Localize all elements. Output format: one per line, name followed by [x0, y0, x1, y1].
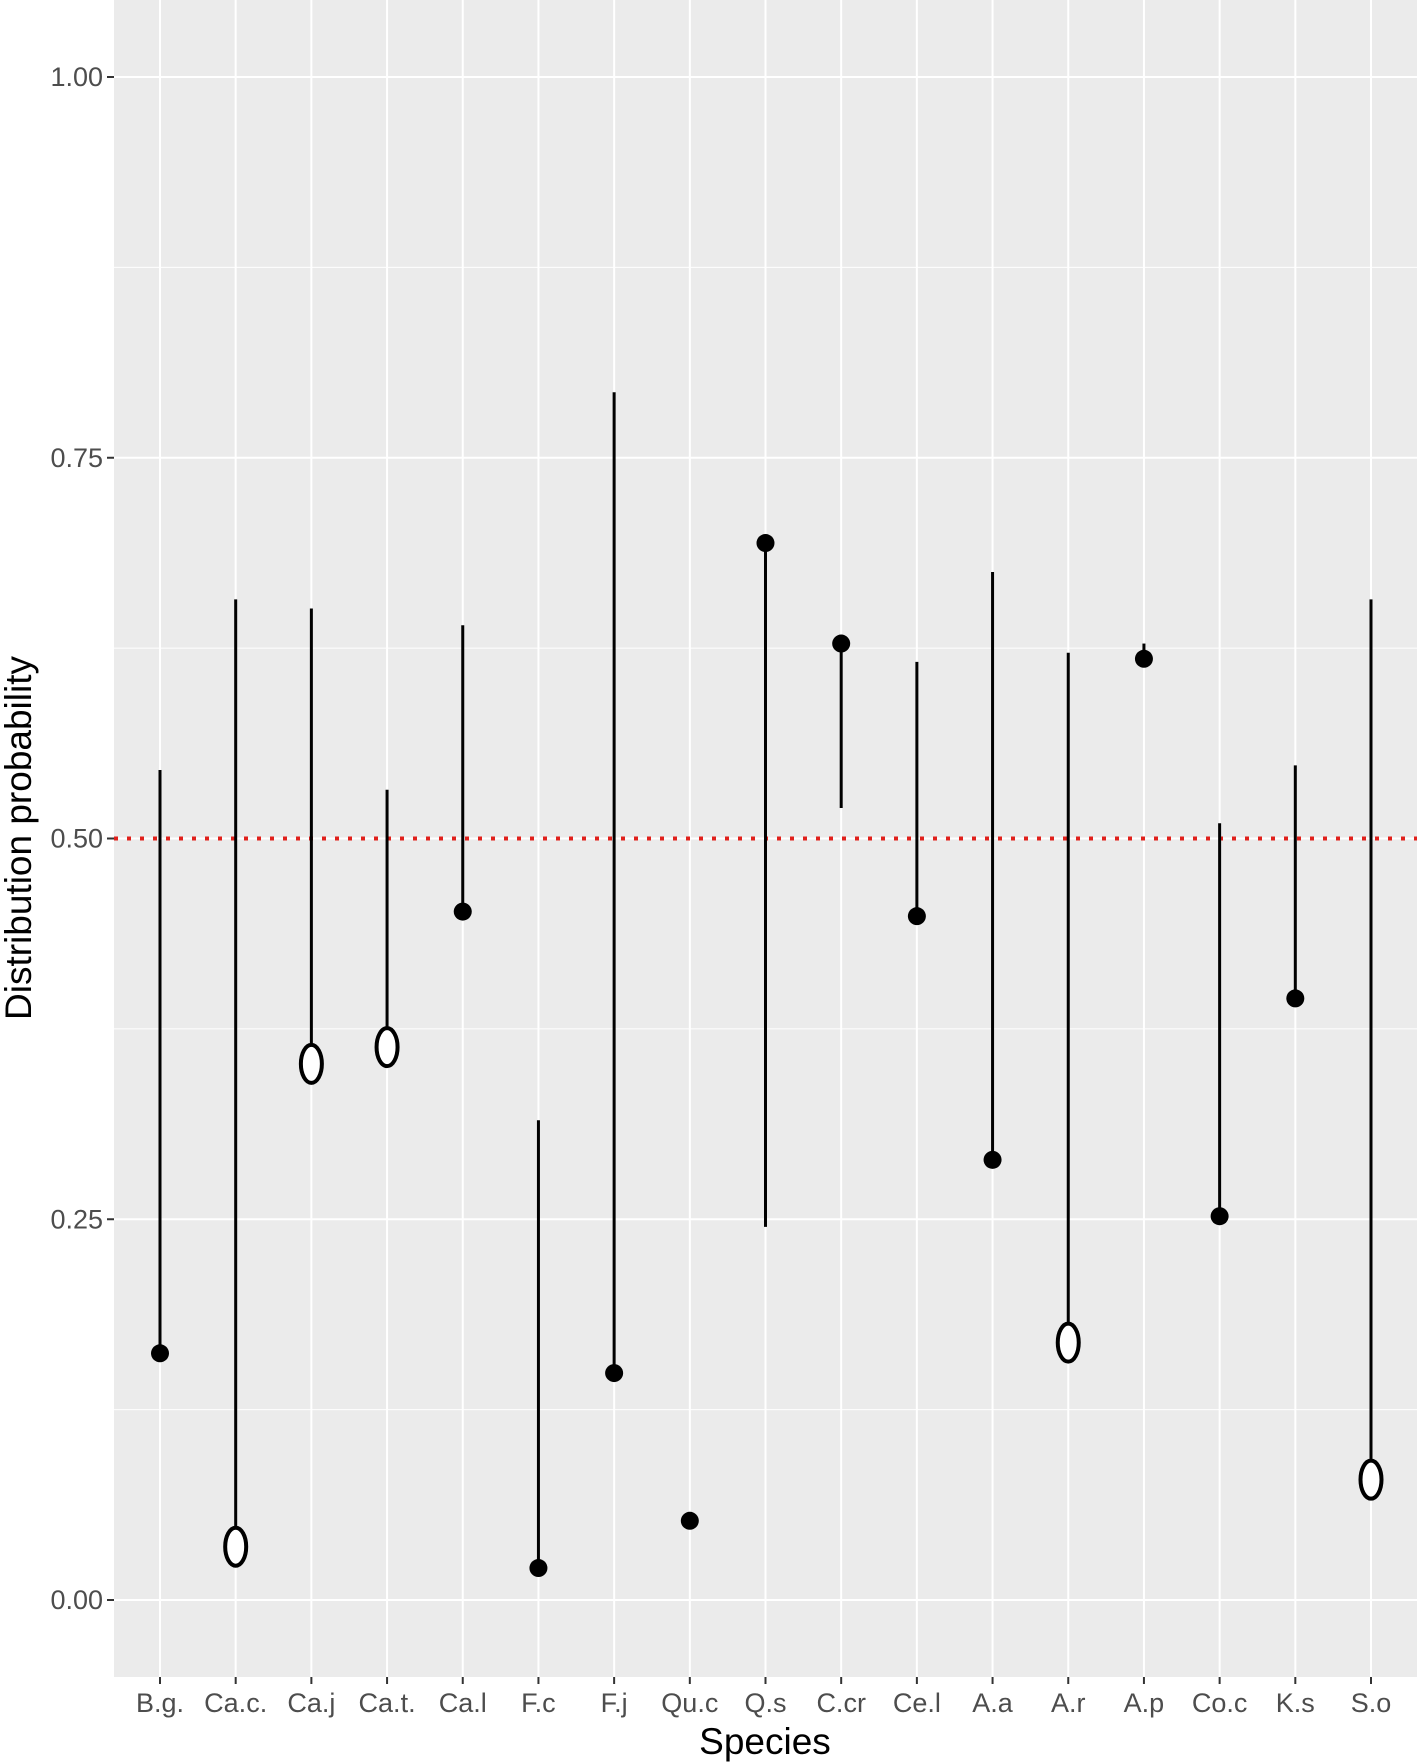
x-tick-label: Co.c: [1192, 1688, 1248, 1718]
point-filled: [605, 1364, 624, 1383]
point-filled: [1134, 649, 1153, 668]
range-lines: [158, 392, 1373, 1569]
x-tick-label: C.cr: [816, 1688, 866, 1718]
x-tick-label: A.a: [972, 1688, 1014, 1718]
x-tick-label: A.p: [1124, 1688, 1165, 1718]
x-tick-label: A.r: [1051, 1688, 1086, 1718]
point-filled: [756, 534, 775, 553]
x-tick-label: Q.s: [744, 1688, 786, 1718]
point-open: [374, 1026, 400, 1069]
y-tick-label: 0.00: [50, 1585, 103, 1615]
x-tick-label: Ca.l: [439, 1688, 487, 1718]
y-tick-label: 0.50: [50, 824, 103, 854]
point-filled: [680, 1511, 699, 1530]
x-tick-label: F.j: [601, 1688, 628, 1718]
point-open: [298, 1042, 324, 1085]
point-open: [1358, 1458, 1384, 1501]
x-tick-label: F.c: [521, 1688, 556, 1718]
point-filled: [529, 1559, 548, 1578]
point-filled: [832, 634, 851, 653]
x-tick-label: Ca.t.: [359, 1688, 416, 1718]
point-filled: [983, 1150, 1002, 1169]
y-axis-title: Distribution probability: [0, 656, 39, 1021]
y-tick-label: 1.00: [50, 62, 103, 92]
y-tick-label: 0.25: [50, 1204, 103, 1234]
x-tick-label: Ce.l: [893, 1688, 941, 1718]
point-open: [1055, 1321, 1081, 1364]
point-filled: [1210, 1207, 1229, 1226]
x-axis: B.g. Ca.c. Ca.j Ca.t. Ca.l F.c F.j Qu.c Q.s C.cr C…: [136, 1677, 1391, 1718]
point-filled: [907, 907, 926, 926]
point-filled: [151, 1344, 169, 1363]
point-filled: [453, 902, 472, 921]
x-tick-label: K.s: [1276, 1688, 1315, 1718]
point-open: [223, 1525, 249, 1568]
x-axis-title: Species: [699, 1721, 831, 1762]
y-axis: 0.00 0.25 0.50 0.75 1.00: [50, 62, 114, 1615]
point-filled: [1286, 989, 1305, 1008]
x-tick-label: S.o: [1351, 1688, 1392, 1718]
x-tick-label: Ca.c.: [204, 1688, 267, 1718]
x-tick-label: Ca.j: [287, 1688, 335, 1718]
y-tick-label: 0.75: [50, 443, 103, 473]
point-markers: [151, 534, 1384, 1578]
x-tick-label: B.g.: [136, 1688, 184, 1718]
x-tick-label: Qu.c: [661, 1688, 718, 1718]
